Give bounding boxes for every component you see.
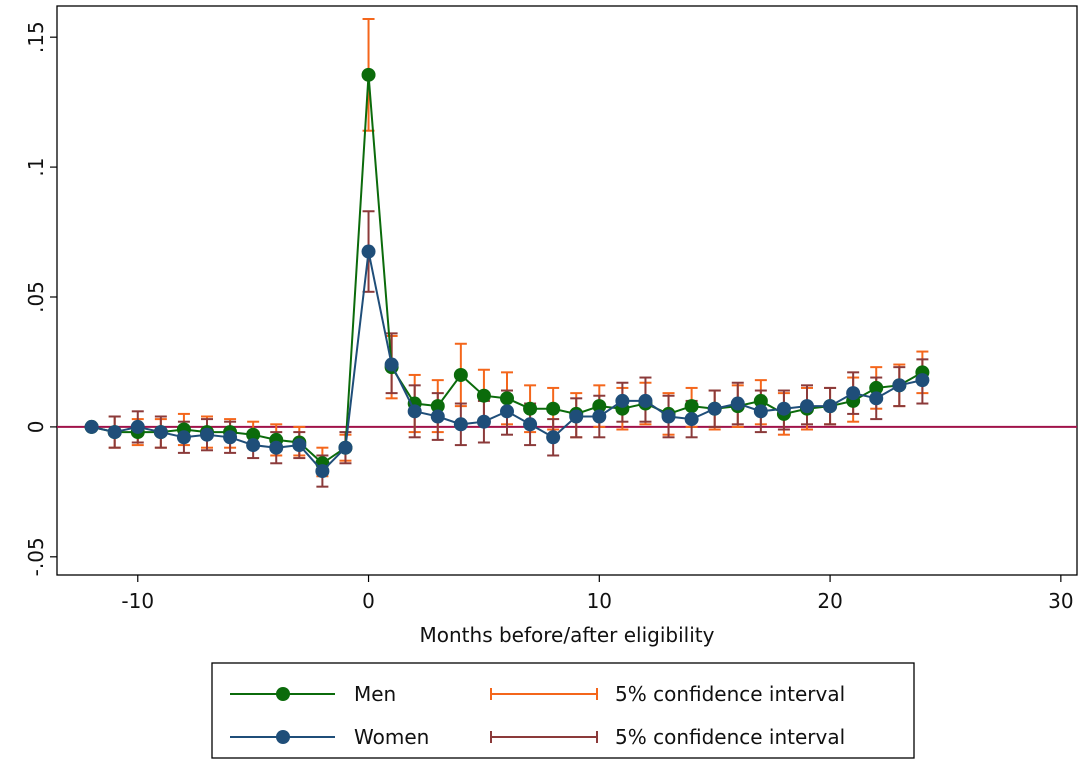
women-data-point [430, 409, 445, 424]
plot-frame [56, 5, 1078, 576]
women-data-point [223, 430, 238, 445]
women-data-point [476, 414, 491, 429]
legend-label: Men [354, 682, 396, 706]
men-data-point [753, 393, 768, 408]
women-data-point [107, 425, 122, 440]
x-tick-label: 20 [817, 589, 842, 613]
women-data-point [292, 438, 307, 453]
y-tick-label: .1 [24, 158, 48, 177]
women-data-point [753, 404, 768, 419]
x-tick-label: -10 [121, 589, 154, 613]
women-data-point [246, 438, 261, 453]
x-tick-label: 0 [362, 589, 375, 613]
men-data-point [869, 380, 884, 395]
x-axis-label: Months before/after eligibility [420, 623, 715, 647]
women-data-point [869, 391, 884, 406]
men-data-point [361, 67, 376, 82]
women-data-point [638, 393, 653, 408]
women-data-point [615, 393, 630, 408]
men-data-point [476, 388, 491, 403]
women-data-point [269, 440, 284, 455]
men-data-point [500, 391, 514, 406]
men-data-point [523, 401, 538, 416]
legend: Men 5% confidence interval Women 5% confide… [211, 662, 915, 759]
women-data-point [684, 412, 699, 427]
women-data-point [407, 404, 422, 419]
women-data-point [707, 401, 722, 416]
y-tick-label: .15 [24, 21, 48, 53]
legend-label: 5% confidence interval [615, 725, 845, 749]
women-data-point [315, 464, 330, 479]
men-data-point [453, 367, 468, 382]
women-data-point [823, 399, 838, 414]
women-data-point [730, 396, 745, 411]
legend-box [211, 662, 915, 759]
women-data-point [200, 427, 214, 442]
women-data-point [892, 378, 907, 393]
plot-area: -10 0 10 20 30 -.05 0 .05 .1 .15 Months before/aft… [24, 5, 1078, 647]
men-data-point [684, 399, 699, 414]
x-tick-label: 30 [1048, 589, 1073, 613]
women-data-point [500, 404, 514, 419]
women-data-point [338, 440, 353, 455]
men-data-point [546, 401, 561, 416]
legend-swatch-marker [276, 687, 290, 701]
women-data-point [846, 386, 861, 401]
women-data-point [523, 417, 538, 432]
women-data-point [384, 357, 399, 372]
x-tick-label: 10 [587, 589, 612, 613]
women-data-point [130, 419, 145, 434]
legend-label: 5% confidence interval [615, 682, 845, 706]
legend-label: Women [354, 725, 429, 749]
men-data-point [430, 399, 445, 414]
women-data-point [776, 401, 791, 416]
women-data-point [153, 425, 168, 440]
men-data-point [246, 427, 261, 442]
women-data-point [176, 430, 191, 445]
women-data-point [453, 417, 468, 432]
women-data-point [661, 409, 676, 424]
women-data-point [569, 409, 584, 424]
women-data-point [546, 430, 561, 445]
y-tick-label: .05 [24, 281, 48, 313]
women-data-point [361, 244, 376, 259]
y-tick-label: -.05 [24, 537, 48, 576]
women-data-point [915, 373, 930, 388]
women-series-line [91, 251, 923, 473]
women-data-point [84, 419, 99, 434]
women-data-point [592, 409, 607, 424]
women-data-point [800, 399, 814, 414]
men-data-point [592, 399, 607, 414]
y-tick-label: 0 [24, 421, 48, 434]
legend-swatch-marker [276, 730, 290, 744]
